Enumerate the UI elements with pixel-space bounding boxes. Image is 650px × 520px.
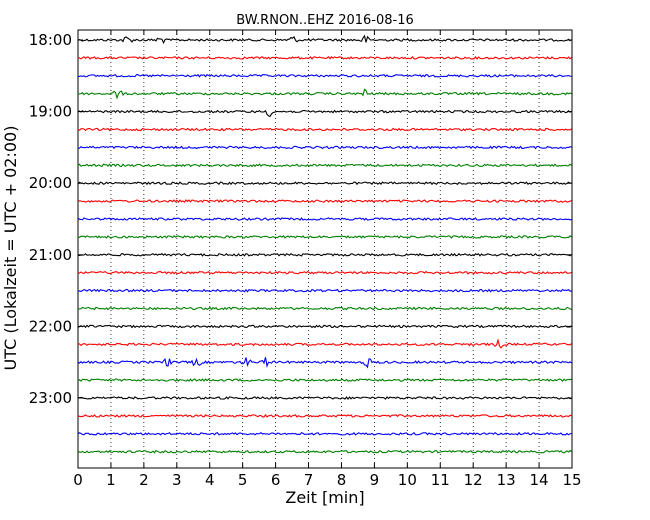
trace-1830 xyxy=(77,73,572,78)
trace-2300 xyxy=(77,396,572,400)
trace-2045 xyxy=(77,234,572,239)
vertical-gridlines xyxy=(110,30,540,468)
x-tick-label: 2 xyxy=(139,471,149,489)
x-tick-label: 7 xyxy=(304,471,314,489)
trace-2100 xyxy=(77,252,572,257)
y-axis-label: UTC (Lokalzeit = UTC + 02:00) xyxy=(1,126,20,371)
trace-2330 xyxy=(77,431,572,436)
y-tick-label: 20:00 xyxy=(29,174,72,192)
x-tick-label: 0 xyxy=(73,471,83,489)
y-tick-label: 23:00 xyxy=(29,389,72,407)
x-tick-label: 15 xyxy=(562,471,581,489)
x-tick-label: 4 xyxy=(205,471,215,489)
x-tick-label: 9 xyxy=(370,471,380,489)
trace-2130 xyxy=(77,288,572,293)
trace-1900 xyxy=(77,109,572,118)
y-tick-label: 22:00 xyxy=(29,317,72,335)
trace-2215 xyxy=(78,338,572,349)
x-tick-label: 11 xyxy=(431,471,450,489)
trace-2245 xyxy=(77,378,572,383)
y-tick-label: 21:00 xyxy=(29,246,72,264)
trace-1800 xyxy=(77,34,572,45)
trace-2015 xyxy=(77,199,572,203)
trace-2115 xyxy=(77,270,572,275)
trace-2145 xyxy=(77,306,572,311)
x-tick-label: 14 xyxy=(530,471,549,489)
y-tick-label: 19:00 xyxy=(29,103,72,121)
trace-1915 xyxy=(77,127,572,132)
trace-1945 xyxy=(77,163,572,168)
trace-2230 xyxy=(77,357,572,369)
x-tick-label: 5 xyxy=(238,471,248,489)
x-tick-label: 1 xyxy=(106,471,116,489)
trace-2315 xyxy=(77,413,572,418)
x-axis-ticks: 0 1 2 3 4 5 6 7 8 9 10 11 12 13 14 15 xyxy=(73,30,582,489)
x-tick-label: 13 xyxy=(497,471,516,489)
y-tick-label: 18:00 xyxy=(29,31,72,49)
x-axis-label: Zeit [min] xyxy=(285,488,364,507)
traces xyxy=(77,34,572,454)
chart-title: BW.RNON..EHZ 2016-08-16 xyxy=(236,13,414,28)
trace-2200 xyxy=(77,324,572,329)
trace-2030 xyxy=(77,217,572,221)
trace-2000 xyxy=(77,181,572,186)
trace-1815 xyxy=(77,55,572,60)
plot-area-frame xyxy=(77,29,573,469)
x-tick-label: 10 xyxy=(398,471,417,489)
trace-1930 xyxy=(77,145,572,150)
x-tick-label: 6 xyxy=(271,471,281,489)
x-tick-label: 12 xyxy=(464,471,483,489)
trace-1845 xyxy=(77,88,572,100)
trace-2345 xyxy=(77,449,572,454)
x-tick-label: 8 xyxy=(337,471,347,489)
x-tick-label: 3 xyxy=(172,471,182,489)
y-axis-ticks: 18:00 19:00 20:00 21:00 22:00 23:00 xyxy=(29,31,572,407)
